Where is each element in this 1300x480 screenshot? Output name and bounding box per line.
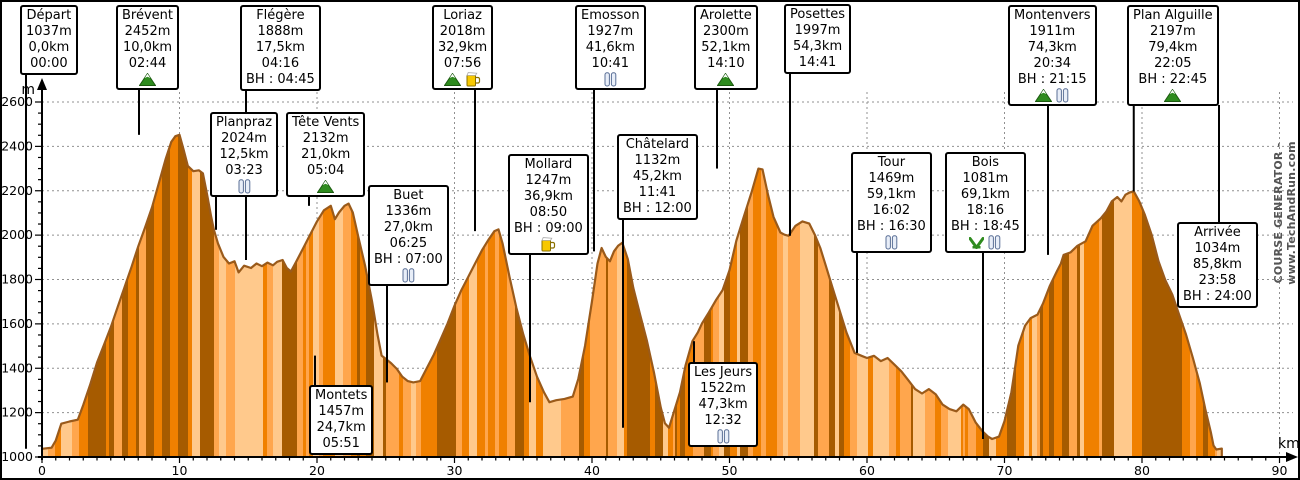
x-tick-label: 30 bbox=[447, 463, 463, 478]
x-tick-label: 10 bbox=[172, 463, 188, 478]
x-tick-label: 50 bbox=[722, 463, 738, 478]
x-tick-label: 90 bbox=[1272, 463, 1288, 478]
y-tick-label: 2200 bbox=[2, 183, 33, 198]
watermark-site-url: www.TechAndRun.com bbox=[1285, 141, 1298, 285]
y-axis-unit-label: m bbox=[21, 82, 35, 98]
watermark: COURSE GENERATOR - www.TechAndRun.com bbox=[1272, 78, 1298, 348]
x-axis-arrow bbox=[1286, 452, 1298, 462]
watermark-app-name: COURSE GENERATOR - bbox=[1272, 143, 1285, 284]
y-tick-label: 1200 bbox=[2, 405, 33, 420]
x-axis-unit-label: km bbox=[1278, 436, 1300, 452]
y-axis-arrow bbox=[37, 78, 47, 90]
y-tick-label: 1800 bbox=[2, 272, 33, 287]
y-tick-label: 2000 bbox=[2, 227, 33, 242]
y-tick-label: 1400 bbox=[2, 360, 33, 375]
course-profile-chart: 0 10 20 30 40 50 60 70 80 90 1000 1200 1400 1600 1800 2… bbox=[0, 0, 1300, 480]
y-tick-label: 1000 bbox=[2, 449, 33, 464]
elevation-chart-svg: 0 10 20 30 40 50 60 70 80 90 1000 1200 1400 1600 1800 2… bbox=[2, 2, 1300, 480]
elevation-profile bbox=[42, 88, 1222, 457]
y-tick-label: 2400 bbox=[2, 138, 33, 153]
x-tick-label: 20 bbox=[309, 463, 325, 478]
x-tick-label: 70 bbox=[997, 463, 1013, 478]
x-tick-label: 40 bbox=[584, 463, 600, 478]
x-tick-label: 60 bbox=[859, 463, 875, 478]
x-tick-label: 80 bbox=[1134, 463, 1150, 478]
x-tick-label: 0 bbox=[38, 463, 46, 478]
y-tick-label: 1600 bbox=[2, 316, 33, 331]
